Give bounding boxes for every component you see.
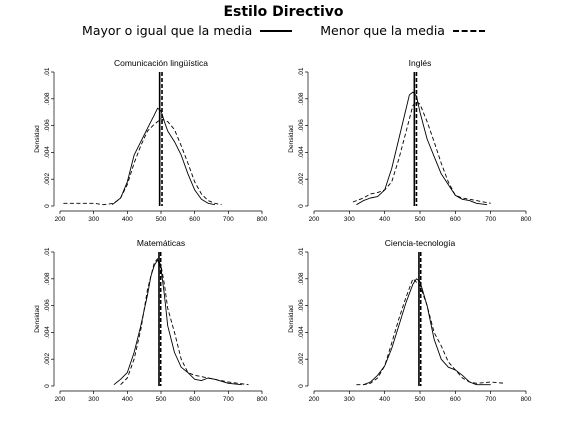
x-tick-label: 200	[55, 396, 66, 403]
x-tick-label: 300	[88, 216, 99, 223]
chart-title: Comunicación lingüística	[114, 58, 208, 68]
chart-title: Matemáticas	[137, 238, 185, 248]
y-tick-label: .01	[298, 247, 305, 256]
x-tick-label: 300	[344, 396, 355, 403]
x-tick-label: 700	[485, 396, 496, 403]
density-curve-solid	[113, 259, 242, 386]
density-curve-dashed	[63, 118, 222, 206]
y-tick-label: 0	[298, 384, 305, 388]
legend: Mayor o igual que la media Menor que la …	[0, 23, 567, 38]
y-axis-label: Densidad	[288, 305, 295, 333]
x-tick-label: 200	[309, 396, 320, 403]
chart-title: Ciencia-tecnología	[385, 238, 456, 248]
density-curve-solid	[363, 278, 491, 386]
density-curve-dashed	[120, 258, 249, 386]
y-tick-label: .004	[44, 326, 51, 339]
x-tick-label: 400	[379, 216, 390, 223]
chart-panel-1: Comunicación lingüística 0 .002 .004 .006 .00…	[34, 58, 268, 223]
y-tick-label: .008	[298, 92, 305, 105]
density-curve-solid	[111, 107, 215, 206]
x-tick-label: 800	[521, 216, 532, 223]
y-axis-label: Densidad	[288, 125, 295, 153]
x-tick-label: 400	[122, 396, 133, 403]
y-axis-label: Densidad	[34, 125, 41, 153]
y-axis-label: Densidad	[34, 305, 41, 333]
y-tick-label: .002	[44, 172, 51, 185]
x-tick-label: 500	[156, 216, 167, 223]
y-tick-label: .002	[298, 172, 305, 185]
y-tick-label: 0	[44, 384, 51, 388]
y-tick-label: .004	[44, 146, 51, 159]
y-tick-label: .006	[298, 119, 305, 132]
x-tick-label: 600	[189, 216, 200, 223]
y-tick-label: .006	[298, 299, 305, 312]
legend-solid-label: Mayor o igual que la media	[82, 23, 253, 38]
x-tick-label: 600	[450, 216, 461, 223]
legend-dashed: Menor que la media	[320, 23, 485, 38]
legend-dashed-label: Menor que la media	[320, 23, 445, 38]
x-tick-label: 700	[223, 216, 234, 223]
y-tick-label: .006	[44, 119, 51, 132]
y-tick-label: .008	[298, 272, 305, 285]
y-tick-label: .01	[298, 67, 305, 76]
x-tick-label: 500	[415, 216, 426, 223]
chart-panel-3: Matemáticas 0 .002 .004 .006 .008 .01 Densidad 2…	[34, 238, 268, 403]
x-tick-label: 800	[257, 396, 268, 403]
x-tick-label: 600	[450, 396, 461, 403]
x-tick-label: 300	[88, 396, 99, 403]
x-tick-label: 400	[122, 216, 133, 223]
y-tick-label: .01	[44, 247, 51, 256]
chart-panel-4: Ciencia-tecnología 0 .002 .004 .006 .008 .01 De…	[288, 238, 532, 403]
density-curve-dashed	[352, 101, 491, 204]
legend-solid: Mayor o igual que la media	[82, 23, 293, 38]
x-tick-label: 800	[521, 396, 532, 403]
y-tick-label: .008	[44, 92, 51, 105]
y-tick-label: .008	[44, 272, 51, 285]
x-tick-label: 500	[156, 396, 167, 403]
x-tick-label: 700	[485, 216, 496, 223]
y-tick-label: .006	[44, 299, 51, 312]
y-tick-label: .004	[298, 146, 305, 159]
chart-title: Inglés	[409, 58, 432, 68]
main-title: Estilo Directivo	[223, 4, 344, 20]
x-tick-label: 400	[379, 396, 390, 403]
density-curve-solid	[356, 91, 488, 206]
x-tick-label: 700	[223, 396, 234, 403]
x-tick-label: 800	[257, 216, 268, 223]
x-tick-label: 300	[344, 216, 355, 223]
density-curve-dashed	[356, 278, 505, 386]
y-tick-label: .002	[298, 352, 305, 365]
y-tick-label: .004	[298, 326, 305, 339]
y-tick-label: 0	[44, 204, 51, 208]
x-tick-label: 600	[189, 396, 200, 403]
x-tick-label: 200	[309, 216, 320, 223]
chart-panel-2: Inglés 0 .002 .004 .006 .008 .01 Densidad 200 300…	[288, 58, 532, 223]
y-tick-label: .002	[44, 352, 51, 365]
y-tick-label: 0	[298, 204, 305, 208]
legend-solid-swatch	[260, 29, 293, 32]
x-tick-label: 500	[415, 396, 426, 403]
y-tick-label: .01	[44, 67, 51, 76]
x-tick-label: 200	[55, 216, 66, 223]
legend-dashed-swatch	[452, 29, 485, 32]
